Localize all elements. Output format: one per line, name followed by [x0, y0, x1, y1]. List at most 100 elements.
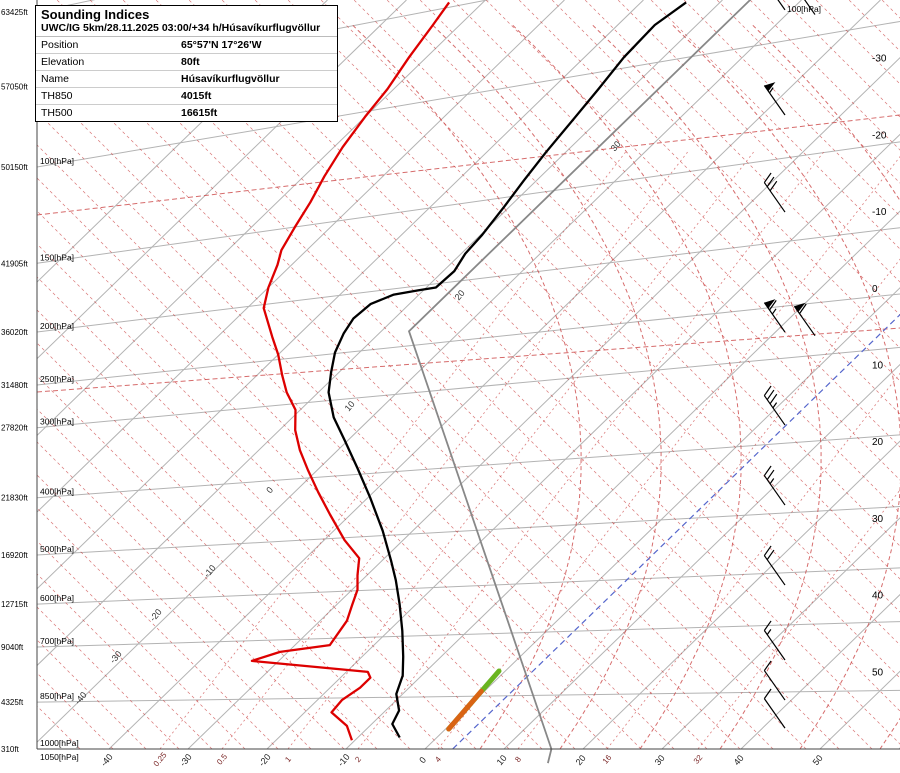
altitude-label: 9040ft: [1, 643, 24, 652]
temp-label-bottom: 20: [574, 753, 588, 767]
wind-barb: [763, 620, 786, 661]
altitude-label: 63425ft: [1, 8, 28, 17]
wind-barb: [763, 660, 786, 701]
row-label: Name: [41, 73, 70, 85]
mixing-ratio-label: 0.5: [215, 752, 229, 767]
temp-label-bottom: 50: [811, 753, 825, 767]
altitude-label: 16920ft: [1, 551, 28, 560]
row-label: Position: [41, 39, 79, 51]
temp-label-inplot: -30: [108, 649, 124, 665]
wind-barbs: [763, 0, 816, 729]
wind-barb: [763, 172, 786, 213]
mixing-ratio-grid: [159, 149, 900, 749]
temp-label-bottom: 10: [495, 753, 509, 767]
temperature-curve: [327, 1, 687, 739]
wind-barb: [793, 302, 816, 337]
temp-label-inplot: -10: [202, 563, 218, 579]
temp-label-bottom: -10: [336, 752, 352, 768]
altitude-label: 12715ft: [1, 600, 28, 609]
temp-label-right: 50: [872, 667, 884, 678]
pressure-label: 250[hPa]: [40, 374, 74, 384]
altitude-label: 310ft: [1, 745, 20, 754]
mixing-ratio-label: 8: [513, 754, 523, 764]
wind-barb: [763, 82, 786, 116]
mixing-ratio-label: 16: [601, 753, 614, 766]
altitude-label: 27820ft: [1, 424, 28, 433]
pressure-label: 150[hPa]: [40, 252, 74, 262]
panel-row-elevation: Elevation 80ft: [36, 54, 337, 71]
temp-label-bottom: 0: [417, 755, 428, 765]
temp-label-bottom: 30: [653, 753, 667, 767]
panel-row-position: Position 65°57'N 17°26'W: [36, 37, 337, 54]
mixing-ratio-label: 1: [283, 754, 293, 764]
temp-label-bottom: -20: [257, 752, 273, 768]
isa-reference-line: [407, 0, 752, 764]
temp-label-right: 10: [872, 361, 884, 372]
wind-barb: [763, 545, 786, 586]
temp-label-inplot: 30: [609, 139, 623, 153]
temp-label-right: -10: [872, 207, 887, 218]
mixing-ratio-label: 4: [433, 754, 443, 764]
altitude-label: 57050ft: [1, 82, 28, 91]
wind-barb: [763, 299, 786, 333]
panel-title: Sounding Indices: [41, 7, 150, 22]
pressure-label: 850[hPa]: [40, 691, 74, 701]
altitude-label: 4325ft: [1, 698, 24, 707]
temp-label-right: 30: [872, 514, 884, 525]
panel-subtitle: UWC/IG 5km/28.11.2025 03:00/+34 h/Húsaví…: [36, 22, 337, 37]
pressure-label: 600[hPa]: [40, 593, 74, 603]
mixing-ratio-label: 2: [353, 754, 363, 764]
pressure-label: 1000[hPa]: [40, 738, 79, 748]
aux-blue-line: [452, 313, 900, 749]
wind-barb: [763, 688, 786, 729]
pressure-label: 400[hPa]: [40, 487, 74, 497]
parcel-segment: [446, 688, 484, 732]
row-value: 4015ft: [181, 90, 212, 102]
temp-label-bottom: -30: [178, 752, 194, 768]
wind-barb: [763, 465, 786, 506]
dry-adiabat-grid: [37, 0, 900, 749]
moist-adiabat-grid: [351, 23, 900, 749]
panel-row-th500: TH500 16615ft: [36, 105, 337, 121]
panel-row-name: Name Húsavíkurflugvöllur: [36, 71, 337, 88]
wind-barb: [793, 0, 816, 15]
corner-pressure-label: 100[hPa]: [787, 4, 821, 14]
aux-red-lines: [37, 114, 900, 393]
mixing-ratio-label: 32: [692, 753, 705, 766]
temp-label-right: 20: [872, 437, 884, 448]
temp-label-right: 0: [872, 284, 878, 295]
isotherm-grid: [37, 0, 900, 749]
temp-label-right: 40: [872, 591, 884, 602]
isobar-lines: [37, 0, 900, 749]
temp-label-bottom: -40: [99, 752, 115, 768]
sounding-indices-panel: Sounding Indices UWC/IG 5km/28.11.2025 0…: [35, 5, 338, 122]
altitude-label: 36020ft: [1, 328, 28, 337]
temp-label-right: -30: [872, 54, 887, 65]
row-value: 16615ft: [181, 107, 218, 119]
pressure-label: 1050[hPa]: [40, 752, 79, 762]
panel-row-th850: TH850 4015ft: [36, 88, 337, 105]
row-value: 80ft: [181, 56, 200, 68]
altitude-label: 21830ft: [1, 494, 28, 503]
mixing-ratio-label: 0.25: [152, 750, 169, 768]
temp-label-inplot: -40: [73, 690, 89, 706]
pressure-label: 100[hPa]: [40, 156, 74, 166]
wind-barb: [763, 0, 786, 11]
temp-label-bottom: 40: [732, 753, 746, 767]
altitude-label: 31480ft: [1, 381, 28, 390]
row-value: 65°57'N 17°26'W: [181, 39, 262, 51]
pressure-label: 500[hPa]: [40, 544, 74, 554]
temp-label-right: -20: [872, 130, 887, 141]
wind-barb: [763, 385, 786, 426]
pressure-label: 700[hPa]: [40, 636, 74, 646]
row-label: Elevation: [41, 56, 85, 68]
pressure-label: 300[hPa]: [40, 417, 74, 427]
row-value: Húsavíkurflugvöllur: [181, 73, 280, 85]
row-label: TH850: [41, 90, 73, 102]
temp-label-inplot: 0: [264, 485, 275, 495]
temp-label-inplot: 10: [343, 399, 357, 413]
dewpoint-curve: [250, 1, 451, 741]
pressure-label: 200[hPa]: [40, 321, 74, 331]
